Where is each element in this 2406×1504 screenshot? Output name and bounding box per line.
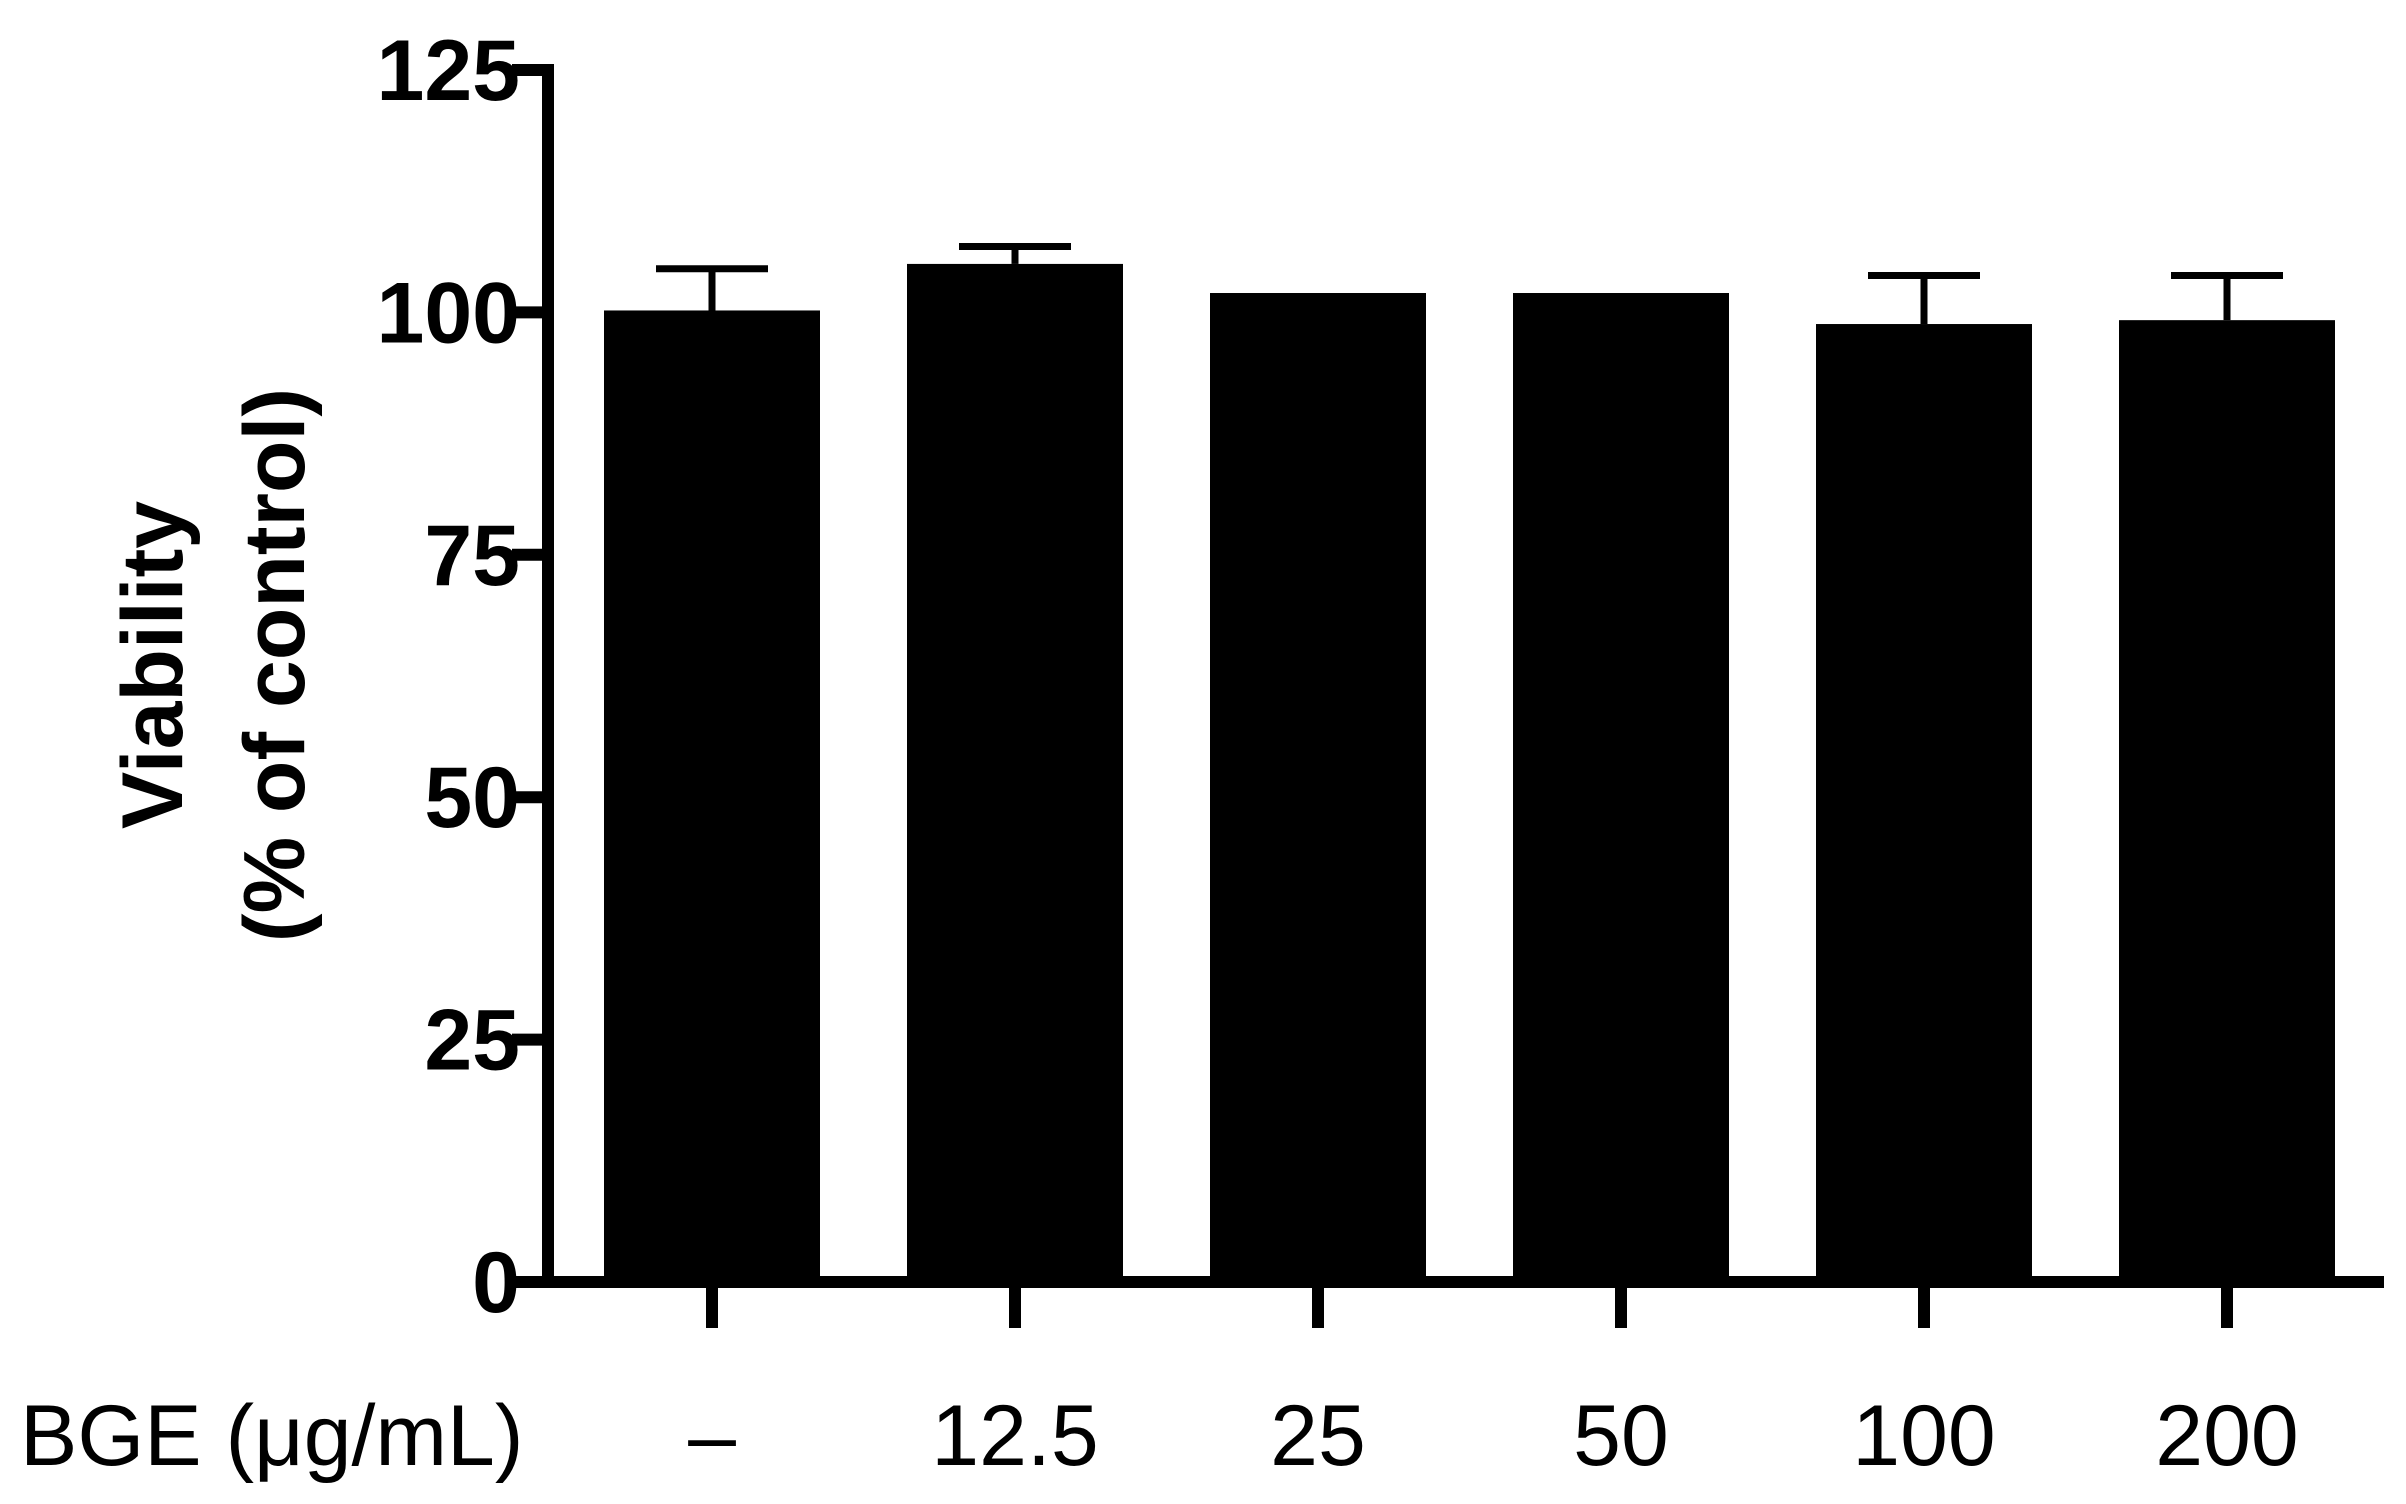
bar-5: [2119, 320, 2335, 1282]
x-ticks-group: – 12.5 25 50 100 200: [688, 1282, 2299, 1484]
x-tick-label-1: 12.5: [931, 1388, 1098, 1484]
x-tick-label-3: 50: [1573, 1388, 1669, 1484]
bar-3: [1513, 293, 1729, 1282]
bar-0: [604, 310, 820, 1282]
y-tick-label-1: 25: [424, 993, 520, 1089]
error-bars-group: [656, 242, 2283, 325]
y-tick-label-5: 125: [377, 23, 521, 119]
y-ticks-group: 0 25 50 75 100 125: [377, 23, 548, 1331]
x-axis-title: BGE (μg/mL): [20, 1388, 524, 1484]
axes-group: [512, 64, 2384, 1288]
bars-group: [604, 263, 2335, 1283]
x-tick-label-4: 100: [1852, 1388, 1996, 1484]
x-tick-label-0: –: [688, 1388, 736, 1484]
y-axis-title-line-1: Viability: [105, 501, 201, 829]
y-axis-title-line-2: (% of control): [227, 388, 323, 942]
bar-1: [907, 263, 1123, 1282]
y-tick-label-2: 50: [424, 750, 520, 846]
y-tick-label-4: 100: [377, 265, 521, 361]
bar-4: [1816, 324, 2032, 1283]
x-tick-label-2: 25: [1270, 1388, 1366, 1484]
y-axis-title: Viability (% of control): [105, 388, 323, 942]
y-tick-label-3: 75: [424, 508, 520, 604]
bar-2: [1210, 293, 1426, 1282]
x-tick-label-5: 200: [2155, 1388, 2299, 1484]
y-tick-label-0: 0: [472, 1235, 520, 1331]
